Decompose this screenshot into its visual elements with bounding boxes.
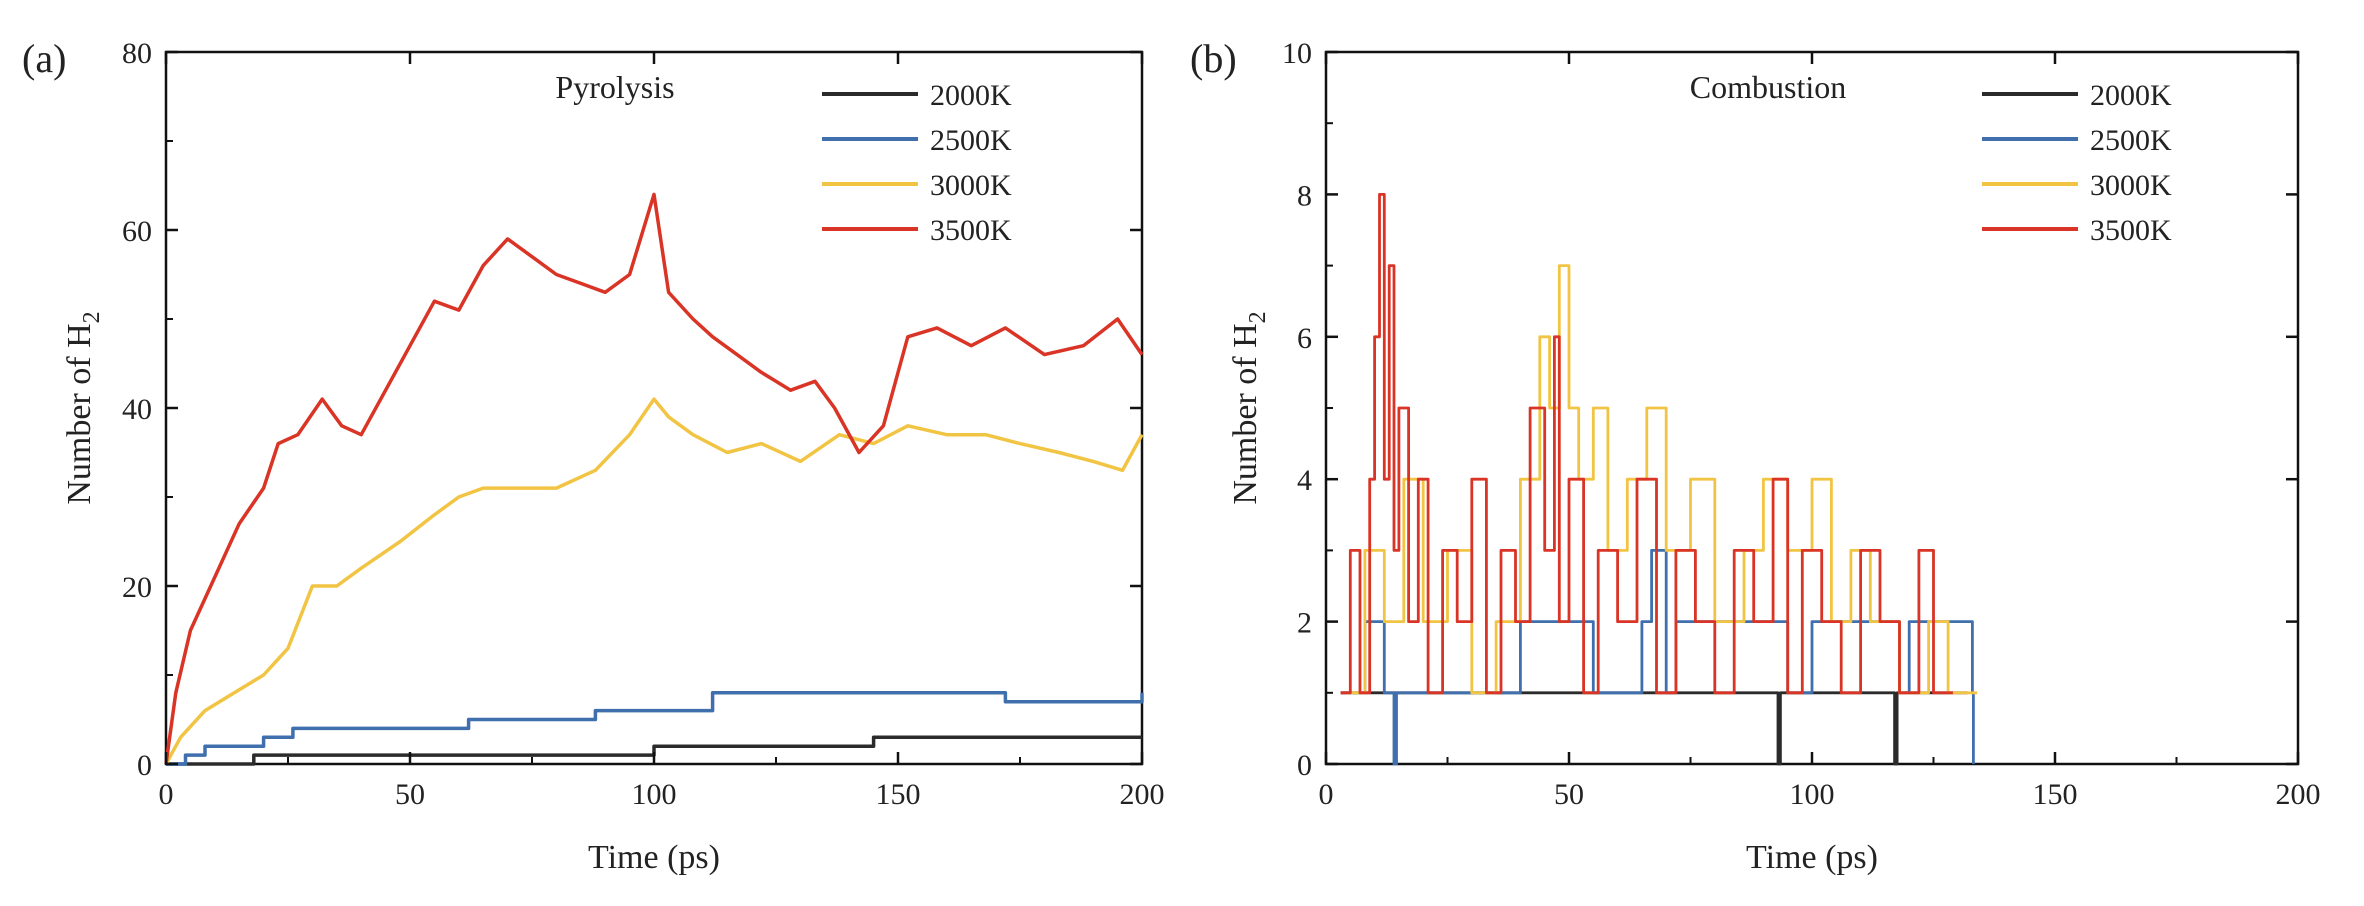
panel-b-series-3000K (1345, 264, 1978, 695)
panel-b-y-axis-title-sub: 2 (1245, 311, 1271, 323)
panel-b-x-tick-label: 50 (1554, 778, 1584, 811)
panel-b-series (1340, 193, 1978, 766)
panel-b-x-tick-label: 200 (2276, 778, 2321, 811)
panel-a-y-tick-label: 40 (122, 393, 152, 426)
panel-b-x-tick-label: 100 (1790, 778, 1835, 811)
panel-b-y-tick-label: 6 (1297, 322, 1312, 355)
panel-b-y-axis-title: Number of H2 (1227, 311, 1271, 504)
panel-a-series-2000K (166, 735, 1142, 766)
panel-a-label: (a) (22, 36, 66, 81)
panel-a-x-tick-label: 150 (876, 778, 921, 811)
panel-a-series-2500K (166, 691, 1144, 766)
panel-b-legend-label-2500K: 2500K (2090, 124, 2172, 157)
panel-b-label: (b) (1190, 36, 1237, 81)
panel-a-x-tick-label: 0 (159, 778, 174, 811)
panel-a-series-3000K (164, 397, 1144, 765)
panel-a-y-tick-label: 0 (137, 749, 152, 782)
panel-a-x-tick-label: 200 (1120, 778, 1165, 811)
panel-b-x-axis-title: Time (ps) (1746, 839, 1878, 876)
panel-b-legend-label-3000K: 3000K (2090, 169, 2172, 202)
panel-b-legend: 2000K 2500K 3000K 3500K (1982, 79, 2172, 247)
panel-a-series-3500K (164, 192, 1144, 765)
panel-a-y-tick-label: 20 (122, 571, 152, 604)
panel-b-x-tick-label: 0 (1319, 778, 1334, 811)
panel-b-series-3500K (1340, 193, 1953, 695)
panel-a-x-axis-title: Time (ps) (588, 839, 720, 876)
panel-a-legend: 2000K 2500K 3000K 3500K (822, 79, 1012, 247)
panel-a-legend-label-3500K: 3500K (930, 214, 1012, 247)
panel-b-legend-label-2000K: 2000K (2090, 79, 2172, 112)
panel-b-y-tick-label: 4 (1297, 464, 1312, 497)
panel-b-legend-label-3500K: 3500K (2090, 214, 2172, 247)
panel-a-x-tick-label: 50 (395, 778, 425, 811)
panel-b-y-tick-label: 2 (1297, 607, 1312, 640)
panel-b-title: Combustion (1690, 69, 1846, 105)
panel-b-y-tick-label: 10 (1282, 37, 1312, 70)
panel-a-chart: (a) 0 50 100 150 200 0 20 40 60 80 Pyrolysis 2000… (22, 36, 1165, 876)
panel-a-y-axis-title-main: Number of H (61, 323, 98, 504)
panel-a-ticks: 0 50 100 150 200 0 20 40 60 80 (122, 37, 1165, 811)
panel-a-x-tick-label: 100 (632, 778, 677, 811)
panel-b-y-tick-label: 8 (1297, 179, 1312, 212)
panel-b-x-tick-label: 150 (2033, 778, 2078, 811)
panel-a-legend-label-2500K: 2500K (930, 124, 1012, 157)
panel-b-chart: (b) 0 50 100 150 200 0 2 4 6 8 10 Combustion 2000K… (1190, 36, 2321, 876)
panel-a-legend-label-3000K: 3000K (930, 169, 1012, 202)
panel-a-y-tick-label: 60 (122, 215, 152, 248)
panel-a-plot-frame (164, 50, 1144, 766)
panel-b-y-tick-label: 0 (1297, 749, 1312, 782)
panel-a-y-axis-title-sub: 2 (79, 311, 105, 323)
panel-a-y-tick-label: 80 (122, 37, 152, 70)
panel-b-y-axis-title-main: Number of H (1227, 323, 1264, 504)
panel-a-title: Pyrolysis (555, 69, 674, 105)
panel-a-series (164, 192, 1144, 766)
panel-a-y-axis-title: Number of H2 (61, 311, 105, 504)
panel-b-ticks: 0 50 100 150 200 0 2 4 6 8 10 (1282, 37, 2321, 811)
panel-b-series-2000K (1340, 691, 1968, 766)
panel-a-legend-label-2000K: 2000K (930, 79, 1012, 112)
